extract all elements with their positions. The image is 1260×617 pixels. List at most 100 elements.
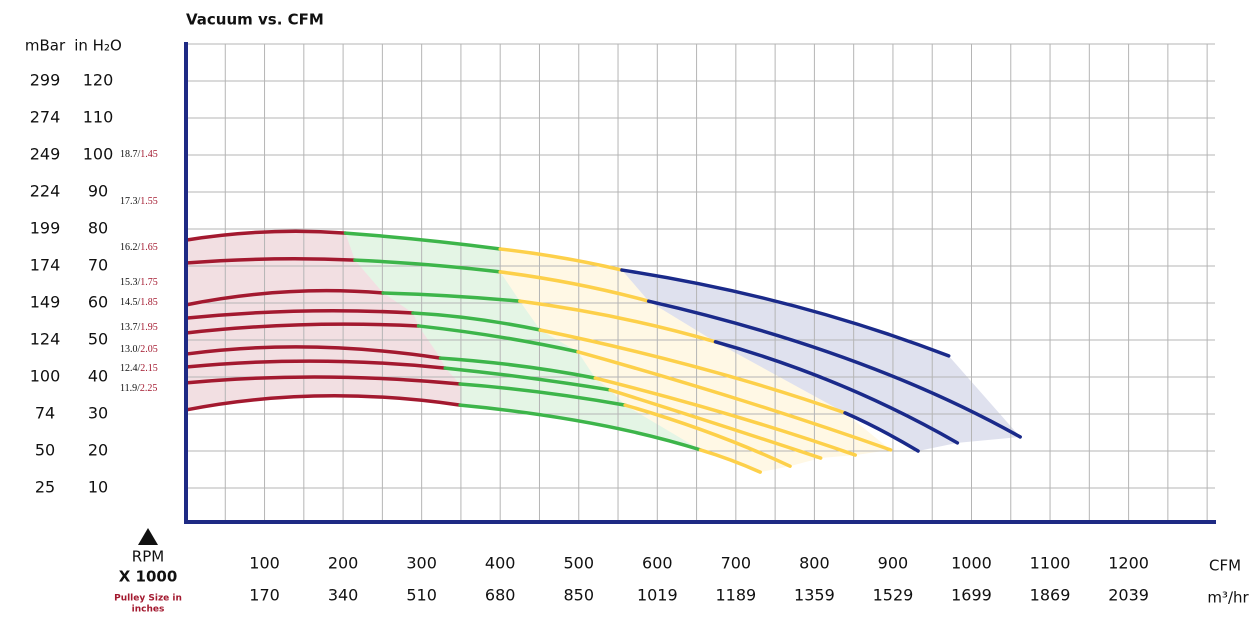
x-tick-label: 100 <box>249 554 280 573</box>
pulley-label: 1.55 <box>140 196 158 207</box>
x-tick-label: 1000 <box>951 554 992 573</box>
pulley-label: 1.85 <box>140 297 158 308</box>
labels: 10 25 20 50 30 74 40 100 50 124 60 149 70 174 80 199 90 2… <box>30 71 1149 605</box>
curve-segment <box>184 309 415 320</box>
rpm-label: 13.0/ <box>120 344 141 355</box>
mbar-label: 174 <box>30 256 61 275</box>
curve-segment <box>498 270 651 303</box>
speed-label: 15.3/1.75 <box>120 277 158 288</box>
curve-segment <box>353 258 502 274</box>
pulley-label: 2.05 <box>140 344 158 355</box>
curve-segment <box>713 340 960 445</box>
mbar-label: 274 <box>30 108 61 127</box>
curve-segment <box>443 366 612 392</box>
curve-segment <box>184 288 385 307</box>
m3hr-label: 1869 <box>1030 586 1071 605</box>
curve-segment <box>620 268 951 358</box>
rpm-label: 15.3/ <box>120 277 141 288</box>
m3hr-label: 680 <box>485 586 516 605</box>
y-tick-label: 30 <box>88 404 108 423</box>
y-tick-label: 110 <box>83 108 114 127</box>
curve-segment <box>538 328 847 415</box>
mbar-label: 199 <box>30 219 61 238</box>
curve-segment <box>623 403 792 468</box>
x-tick-label: 900 <box>878 554 909 573</box>
curve-segment <box>184 322 421 335</box>
x-tick-label: 700 <box>721 554 752 573</box>
speed-label: 14.5/1.85 <box>120 297 158 308</box>
speed-label: 17.3/1.55 <box>120 196 158 207</box>
curve-segment <box>593 376 857 457</box>
rpm-label: 12.4/ <box>120 363 141 374</box>
mbar-label: 25 <box>35 478 55 497</box>
curve-segment <box>184 229 348 242</box>
x-tick-label: 200 <box>328 554 359 573</box>
rpm-label: 17.3/ <box>120 196 141 207</box>
y-unit-left: mBar <box>25 37 66 55</box>
pulley-label: 1.75 <box>140 277 158 288</box>
y-tick-label: 60 <box>88 293 108 312</box>
curve-segment <box>381 291 522 303</box>
pulley-label: 1.65 <box>140 242 158 253</box>
curve-segment <box>576 350 893 452</box>
mbar-label: 74 <box>35 404 55 423</box>
curve-segment <box>184 375 462 386</box>
y-tick-label: 120 <box>83 71 114 90</box>
mbar-label: 149 <box>30 293 61 312</box>
y-tick-label: 20 <box>88 441 108 460</box>
speed-label: 18.7/1.45 <box>120 149 158 160</box>
m3hr-label: 340 <box>328 586 359 605</box>
m3hr-label: 1019 <box>637 586 678 605</box>
mbar-label: 224 <box>30 182 61 201</box>
m3hr-label: 1699 <box>951 586 992 605</box>
speed-label: 11.9/2.25 <box>120 383 157 394</box>
curve-segment <box>438 356 597 380</box>
rpm-label: 18.7/ <box>120 149 141 160</box>
curve-segment <box>498 247 624 272</box>
mbar-label: 124 <box>30 330 61 349</box>
rpm-label: 11.9/ <box>120 383 140 394</box>
m3hr-label: 170 <box>249 586 280 605</box>
pulley-label: 1.95 <box>140 322 158 333</box>
x-tick-label: 1100 <box>1030 554 1071 573</box>
x-unit: CFM <box>1209 557 1241 575</box>
mbar-label: 249 <box>30 145 61 164</box>
zone <box>621 270 1021 451</box>
curve-segment <box>416 324 580 354</box>
curve-segment <box>343 231 502 251</box>
y-unit: in H₂O <box>74 37 122 55</box>
grid <box>186 43 1215 520</box>
rpm-marker <box>138 528 158 545</box>
mbar-label: 100 <box>30 367 61 386</box>
speed-label: 13.0/2.05 <box>120 344 158 355</box>
y-tick-label: 80 <box>88 219 108 238</box>
m3hr-label: 1529 <box>873 586 914 605</box>
pulley-label: 1.45 <box>140 149 158 160</box>
curve-segment <box>184 257 357 265</box>
x-tick-label: 600 <box>642 554 673 573</box>
y-tick-label: 40 <box>88 367 108 386</box>
curve-segment <box>698 448 762 474</box>
y-tick-label: 50 <box>88 330 108 349</box>
pulley-label: 2.25 <box>140 383 158 394</box>
rpm-scale: X 1000 <box>119 568 178 586</box>
curve-segment <box>184 345 443 360</box>
pulley-label: 2.15 <box>140 363 158 374</box>
chart-title: Vacuum vs. CFM <box>186 11 324 29</box>
rpm-title: RPM <box>132 548 164 566</box>
speed-label: 13.7/1.95 <box>120 322 158 333</box>
x-tick-label: 400 <box>485 554 516 573</box>
x-tick-label: 300 <box>406 554 437 573</box>
pulley-note: Pulley Size in <box>114 594 182 604</box>
speed-label: 16.2/1.65 <box>120 242 158 253</box>
x-unit-second: m³/hr <box>1207 589 1249 607</box>
speed-label: 12.4/2.15 <box>120 363 158 374</box>
y-tick-label: 90 <box>88 182 108 201</box>
curves <box>184 229 1022 474</box>
x-tick-label: 800 <box>799 554 830 573</box>
curve-segment <box>458 403 703 452</box>
curve-segment <box>608 388 823 460</box>
y-tick-label: 100 <box>83 145 114 164</box>
mbar-label: 299 <box>30 71 61 90</box>
